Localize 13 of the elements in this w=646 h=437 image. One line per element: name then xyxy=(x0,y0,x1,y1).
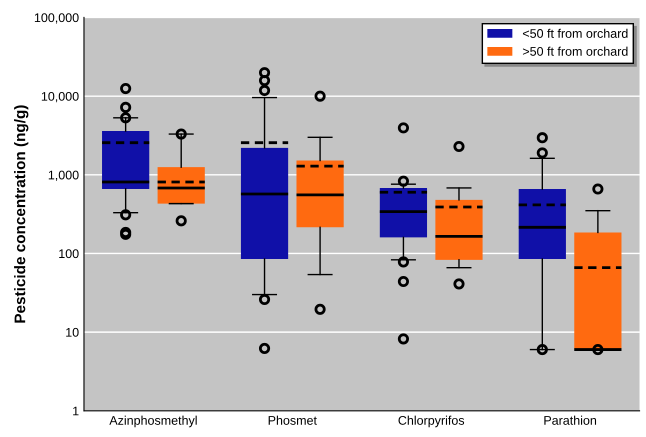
y-tick-label: 10,000 xyxy=(42,92,79,102)
y-axis-title: Pesticide concentration (ng/g) xyxy=(14,105,28,323)
legend-label: <50 ft from orchard xyxy=(522,28,628,38)
legend-label: >50 ft from orchard xyxy=(522,46,628,56)
y-tick-label: 1 xyxy=(73,406,79,416)
y-tick-label: 1,000 xyxy=(48,170,79,181)
y-tick-label: 10 xyxy=(66,328,79,337)
x-tick-label: Parathion xyxy=(544,416,596,425)
y-tick-label: 100 xyxy=(59,249,79,258)
x-tick-label: Chlorpyrifos xyxy=(398,416,464,428)
x-tick-label: Phosmet xyxy=(268,416,317,425)
x-tick-label: Azinphosmethyl xyxy=(109,416,197,428)
y-tick-label: 100,000 xyxy=(34,13,79,24)
